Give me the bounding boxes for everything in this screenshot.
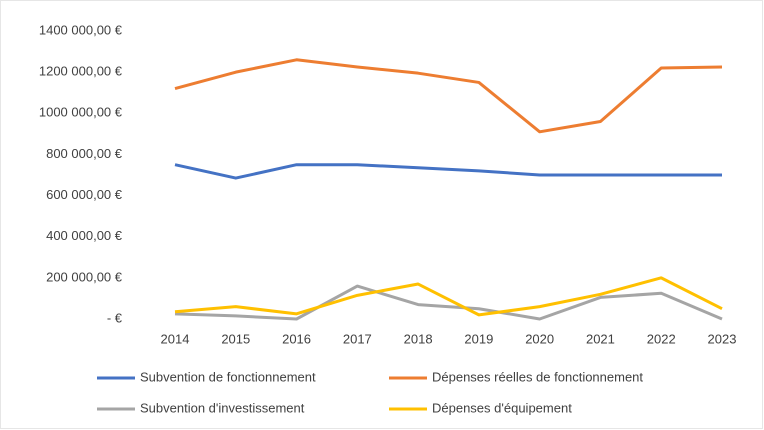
y-tick-label: 600 000,00 € xyxy=(46,187,123,202)
y-tick-label: 200 000,00 € xyxy=(46,269,123,284)
series-line xyxy=(174,276,723,317)
y-tick-label: - € xyxy=(107,310,123,325)
series-line xyxy=(174,58,723,134)
y-tick-label: 1000 000,00 € xyxy=(39,105,123,120)
legend-label: Subvention de fonctionnement xyxy=(140,369,316,384)
series-line xyxy=(174,284,723,321)
y-tick-label: 1400 000,00 € xyxy=(39,22,123,37)
x-tick-label: 2017 xyxy=(343,331,372,346)
x-tick-label: 2021 xyxy=(586,331,615,346)
legend-label: Subvention d'investissement xyxy=(140,400,305,415)
x-tick-label: 2020 xyxy=(525,331,554,346)
x-tick-label: 2014 xyxy=(161,331,190,346)
y-tick-label: 400 000,00 € xyxy=(46,228,123,243)
x-tick-label: 2022 xyxy=(647,331,676,346)
x-tick-label: 2023 xyxy=(708,331,737,346)
legend-label: Dépenses réelles de fonctionnement xyxy=(432,369,643,384)
x-tick-label: 2016 xyxy=(282,331,311,346)
x-tick-label: 2018 xyxy=(404,331,433,346)
series-line xyxy=(174,163,722,180)
y-tick-label: 1200 000,00 € xyxy=(39,64,123,79)
x-tick-label: 2015 xyxy=(221,331,250,346)
x-tick-label: 2019 xyxy=(464,331,493,346)
legend-label: Dépenses d'équipement xyxy=(432,400,572,415)
y-tick-label: 800 000,00 € xyxy=(46,146,123,161)
